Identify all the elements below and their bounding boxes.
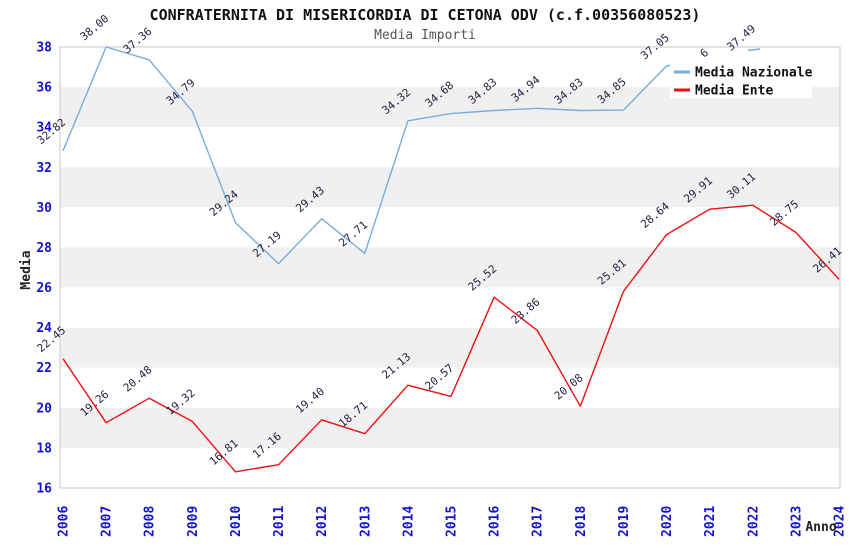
- y-axis-tick-label: 38: [36, 41, 52, 56]
- plot-band: [60, 207, 840, 248]
- legend-background: [670, 54, 812, 98]
- y-axis-tick-label: 32: [36, 161, 52, 176]
- x-axis-tick-label: 2008: [143, 506, 158, 537]
- series-line-media-ente: [62, 204, 840, 473]
- plot-band: [60, 407, 840, 448]
- y-axis-tick-label: 30: [36, 201, 52, 216]
- x-axis-tick-label: 2009: [186, 506, 201, 537]
- x-axis-tick-label: 2024: [833, 506, 848, 537]
- point-label: 38.00: [78, 12, 112, 43]
- x-axis-tick-label: 2023: [789, 506, 804, 537]
- x-axis-tick-label: 2019: [617, 506, 632, 537]
- x-axis-tick-label: 2012: [315, 506, 330, 537]
- x-axis-tick-label: 2017: [531, 506, 546, 537]
- y-axis-tick-label: 34: [36, 121, 52, 136]
- y-axis-tick-label: 26: [36, 281, 52, 296]
- plot-area-border: [59, 46, 841, 489]
- y-axis-title: Media: [19, 250, 34, 289]
- x-axis-tick-label: 2016: [488, 506, 503, 537]
- x-axis-tick-label: 2018: [574, 506, 589, 537]
- x-axis-tick-label: 2011: [272, 506, 287, 537]
- plot-band: [60, 127, 840, 168]
- legend-label-media-nazionale: Media Nazionale: [695, 66, 813, 81]
- y-axis-tick-label: 36: [36, 81, 52, 96]
- plot-band: [60, 367, 840, 408]
- plot-band: [60, 167, 840, 208]
- x-axis-tick-label: 2007: [100, 506, 115, 537]
- y-axis-tick-label: 16: [36, 482, 52, 497]
- legend: Media Nazionale Media Ente: [670, 54, 813, 99]
- x-axis-tick-label: 2010: [229, 506, 244, 537]
- y-axis-tick-label: 28: [36, 241, 52, 256]
- chart-subtitle: Media Importi: [374, 28, 476, 43]
- x-axis-tick-label: 2021: [703, 506, 718, 537]
- legend-label-media-ente: Media Ente: [695, 84, 773, 99]
- y-axis-tick-label: 20: [36, 401, 52, 416]
- x-axis-tick-label: 2015: [445, 506, 460, 537]
- series-line-media-nazionale: [62, 46, 753, 265]
- plot-band: [60, 247, 840, 288]
- x-axis-tick-label: 2020: [660, 506, 675, 537]
- x-axis-tick-label: 2006: [57, 506, 72, 537]
- x-axis-tick-label: 2022: [746, 506, 761, 537]
- plot-band: [60, 447, 840, 488]
- x-axis-title: Anno: [805, 520, 836, 535]
- y-axis-tick-label: 24: [36, 321, 52, 336]
- chart-title: CONFRATERNITA DI MISERICORDIA DI CETONA …: [150, 6, 701, 24]
- plot-band: [60, 327, 840, 368]
- x-axis-tick-label: 2013: [358, 506, 373, 537]
- series-lines: [62, 46, 840, 473]
- y-axis-tick-label: 18: [36, 441, 52, 456]
- x-axis-tick-label: 2014: [401, 506, 416, 537]
- plot-band: [60, 287, 840, 328]
- y-axis-tick-label: 22: [36, 361, 52, 376]
- line-peek-above-legend: [747, 48, 761, 52]
